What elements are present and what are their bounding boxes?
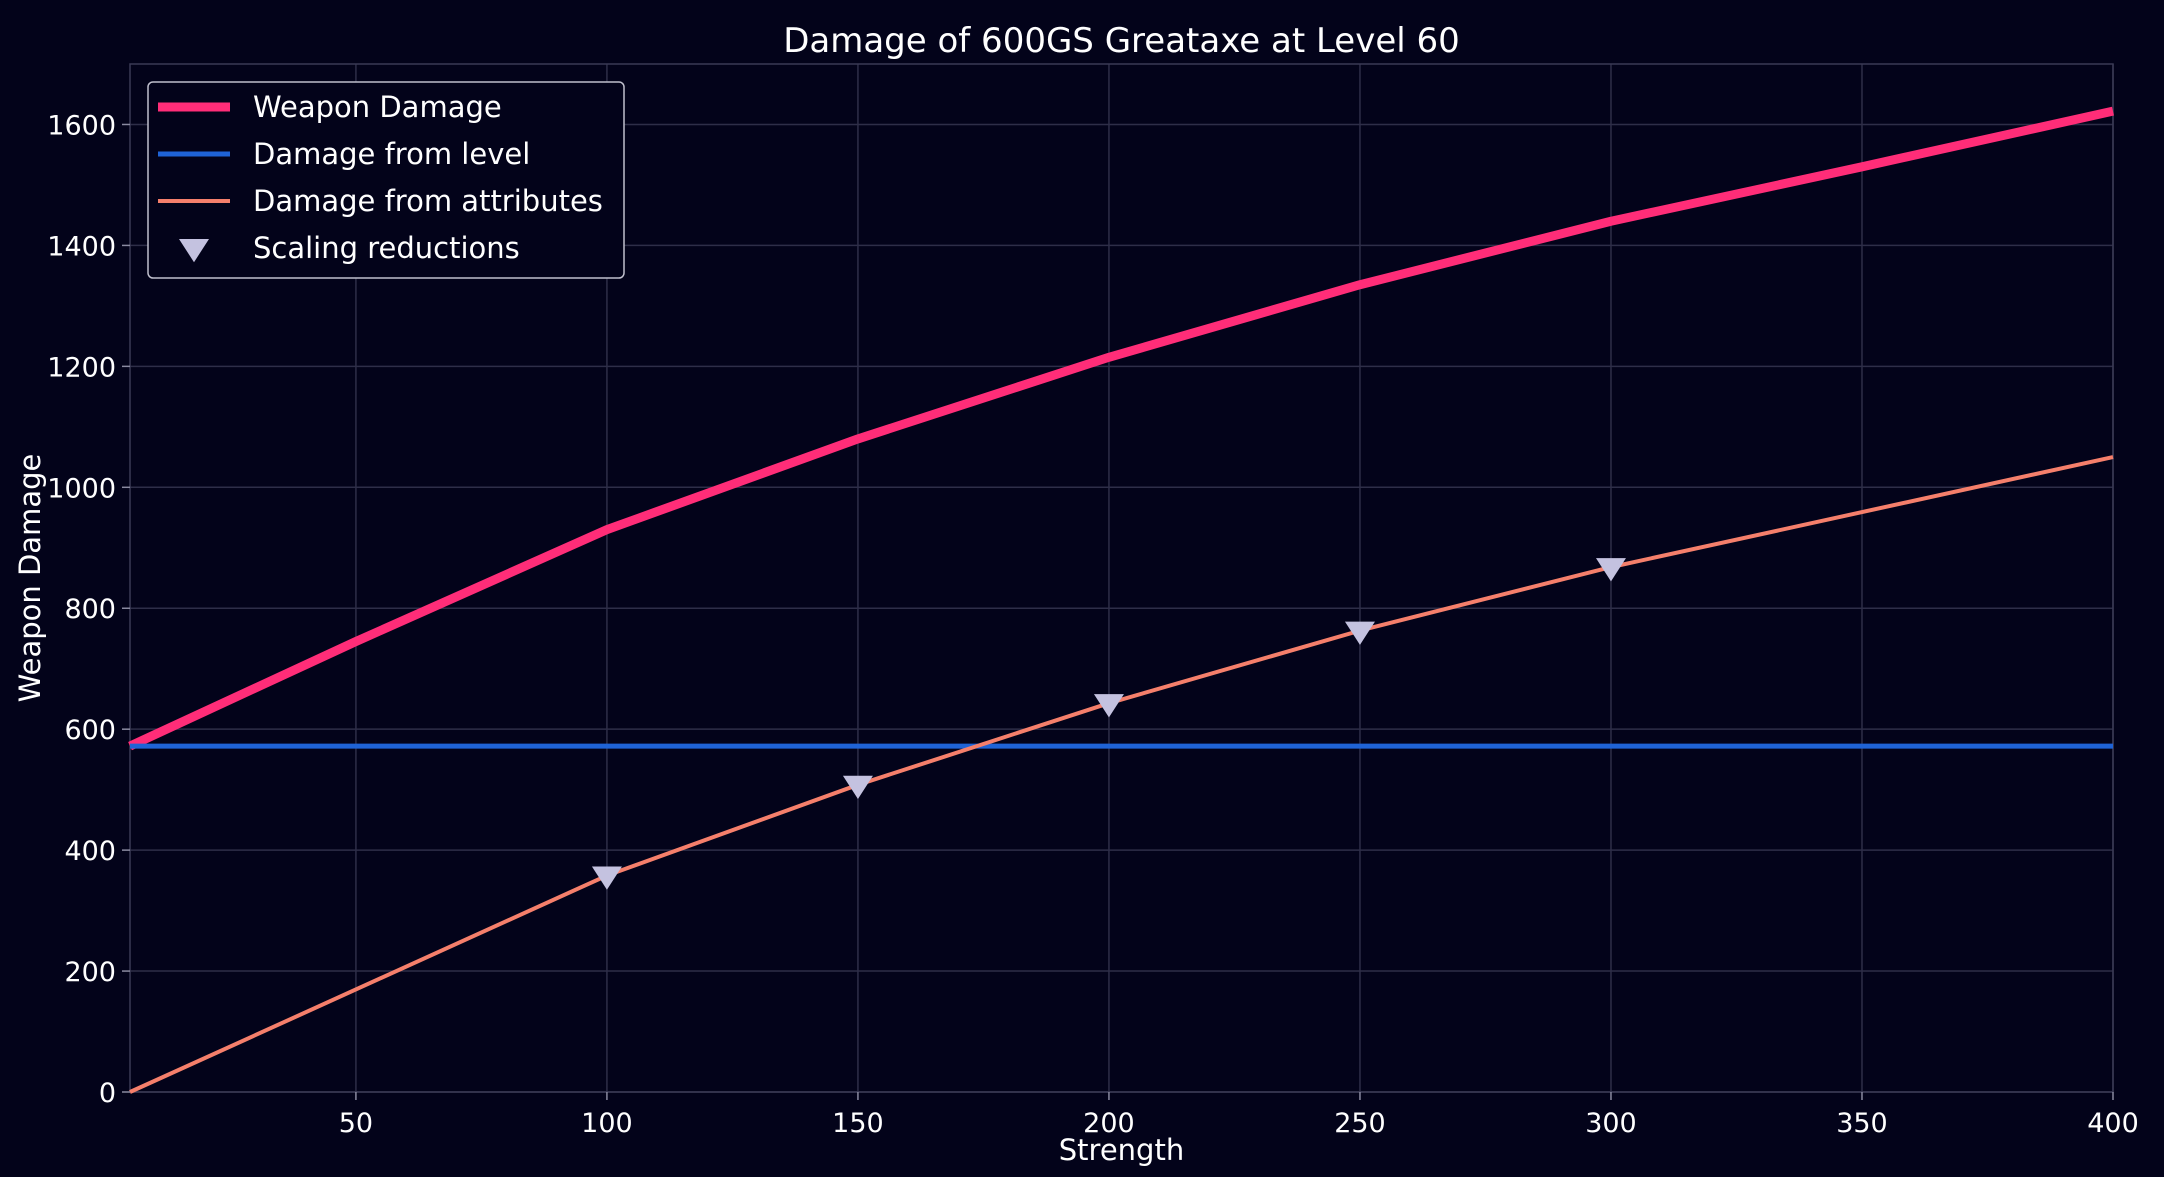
weapon-damage-line [128, 106, 2114, 751]
legend-box [147, 81, 625, 279]
y-tick-label: 1600 [47, 110, 116, 141]
y-tick-label: 1200 [47, 352, 116, 383]
x-axis-ticks: 50 100 150 200 250 300 350 400 [339, 1092, 2139, 1139]
scaling-reduction-marker [591, 866, 622, 890]
legend-label: Weapon Damage [253, 90, 502, 124]
y-axis-ticks: 0 200 400 600 800 1000 1200 1400 1600 [47, 110, 130, 1109]
x-tick-label: 250 [1334, 1108, 1386, 1139]
y-tick-label: 400 [64, 836, 116, 867]
legend-swatch [179, 239, 209, 263]
x-tick-label: 350 [1836, 1108, 1888, 1139]
x-tick-label: 400 [2087, 1108, 2139, 1139]
legend-label: Damage from level [253, 137, 530, 171]
x-tick-label: 200 [1083, 1108, 1135, 1139]
legend: Weapon Damage Damage from level Damage fro… [147, 81, 625, 279]
plot-frame [129, 63, 2114, 1093]
y-tick-label: 800 [64, 594, 116, 625]
y-tick-label: 0 [99, 1078, 116, 1109]
chart-title: Damage of 600GS Greataxe at Level 60 [783, 21, 1460, 61]
scaling-reduction-marker [842, 775, 873, 800]
series-layer [128, 106, 2114, 1094]
x-tick-label: 150 [832, 1108, 884, 1139]
y-tick-label: 600 [64, 715, 116, 746]
legend-label: Scaling reductions [253, 231, 520, 265]
x-tick-label: 300 [1585, 1108, 1637, 1139]
scaling-reduction-marker [1093, 694, 1124, 718]
legend-label: Damage from attributes [253, 184, 603, 218]
y-tick-label: 1000 [47, 473, 116, 504]
y-tick-label: 1400 [47, 231, 116, 262]
y-axis-title: Weapon Damage [13, 454, 47, 703]
y-tick-label: 200 [64, 957, 116, 988]
x-axis-title: Strength [1059, 1133, 1184, 1167]
x-tick-label: 50 [339, 1108, 373, 1139]
x-tick-label: 100 [581, 1108, 633, 1139]
scaling-reduction-marker [1344, 621, 1375, 645]
scaling-reduction-marker [1595, 558, 1626, 582]
